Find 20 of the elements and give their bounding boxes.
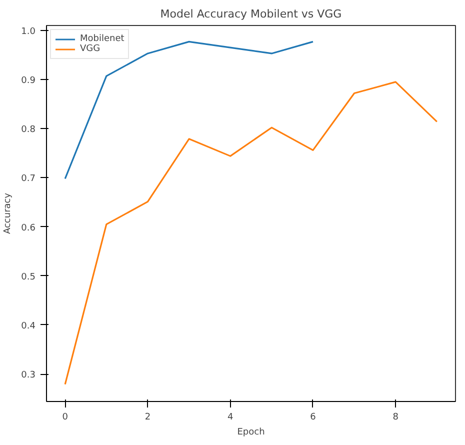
- y-tick-label: 0.4: [21, 321, 36, 332]
- y-tick-label: 0.8: [21, 125, 36, 136]
- y-tick-label: 0.7: [21, 174, 36, 184]
- line-series: [64, 40, 314, 180]
- legend-label: VGG: [80, 44, 100, 54]
- y-tick-label: 0.3: [21, 370, 36, 381]
- x-tick-label: 4: [227, 412, 234, 422]
- x-tick-label: 8: [392, 412, 399, 422]
- x-tick-label: 6: [310, 412, 316, 422]
- x-tick-label: 0: [62, 412, 68, 422]
- legend-label: Mobilenet: [80, 34, 124, 44]
- y-axis-title: Accuracy: [3, 192, 14, 234]
- line-series: [64, 81, 438, 386]
- y-tick-label: 0.9: [21, 76, 36, 86]
- chart-title: Model Accuracy Mobilent vs VGG: [160, 8, 342, 20]
- y-tick-label: 1.0: [21, 26, 36, 37]
- y-tick-label: 0.5: [21, 272, 36, 282]
- y-tick-label: 0.6: [21, 223, 36, 234]
- x-axis-title: Epoch: [237, 428, 265, 438]
- x-tick-label: 2: [144, 412, 151, 422]
